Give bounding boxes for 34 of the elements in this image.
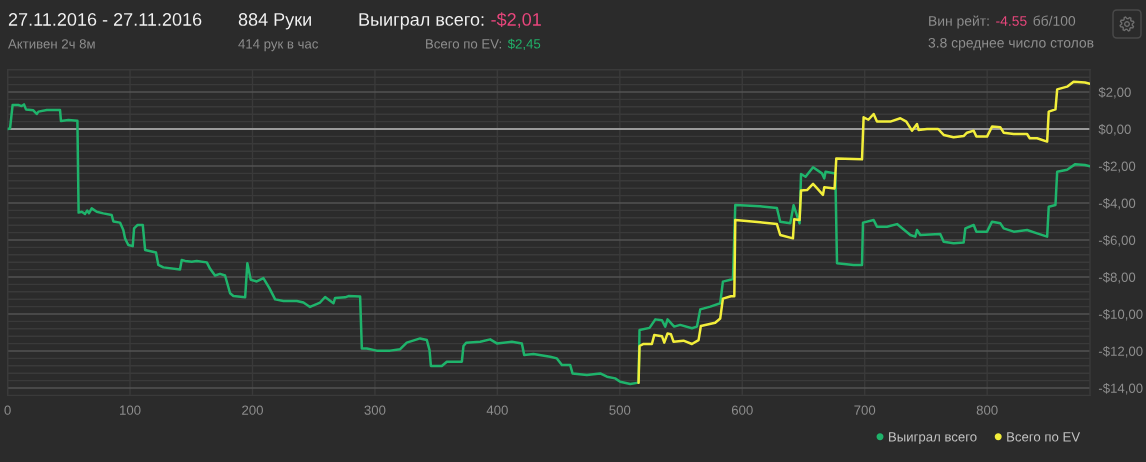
text: 3.8 среднее число столов (928, 37, 1094, 51)
x-tick-label: 200 (242, 405, 263, 415)
x-tick-label: 800 (976, 405, 998, 415)
text: -4.55 (996, 16, 1027, 26)
chart-title: 27.11.2016 - 27.11.2016 (8, 13, 202, 26)
x-tick-label: 700 (854, 405, 876, 415)
x-tick-label: 0 (4, 405, 11, 415)
x-tick-label: 600 (731, 405, 753, 415)
line-series (637, 80, 1090, 384)
y-tick-label: -$6,00 (1098, 235, 1136, 247)
y-tick-label: $0,00 (1098, 124, 1131, 136)
y-tick-label: -$4,00 (1098, 198, 1136, 210)
text: Выиграл всего: (359, 13, 484, 30)
y-tick-label: $2,00 (1098, 87, 1131, 99)
text: -$2,01 (491, 12, 541, 28)
x-tick-label: 300 (364, 405, 386, 415)
y-tick-label: -$12,00 (1098, 346, 1143, 358)
y-tick-label: -$2,00 (1098, 161, 1136, 173)
y-tick-label: -$14,00 (1098, 383, 1143, 395)
y-tick-label: -$10,00 (1098, 309, 1143, 321)
text: Всего по EV: (426, 39, 501, 49)
text: бб/100 (1033, 15, 1076, 26)
x-tick-label: 100 (120, 405, 141, 415)
legend-label: Всего по EV (1007, 432, 1081, 442)
text: Вин рейт: (929, 15, 989, 29)
text: 414 рук в час (238, 39, 319, 52)
line-series (7, 103, 1090, 386)
text: 884 Руки (238, 13, 311, 30)
text: $2,45 (507, 38, 541, 51)
legend-label: Выиграл всего (889, 432, 977, 445)
y-tick-label: -$8,00 (1098, 272, 1136, 284)
x-tick-label: 400 (486, 405, 508, 415)
x-tick-label: 500 (609, 405, 631, 415)
chart-subtitle: Активен 2ч 8м (8, 39, 95, 49)
